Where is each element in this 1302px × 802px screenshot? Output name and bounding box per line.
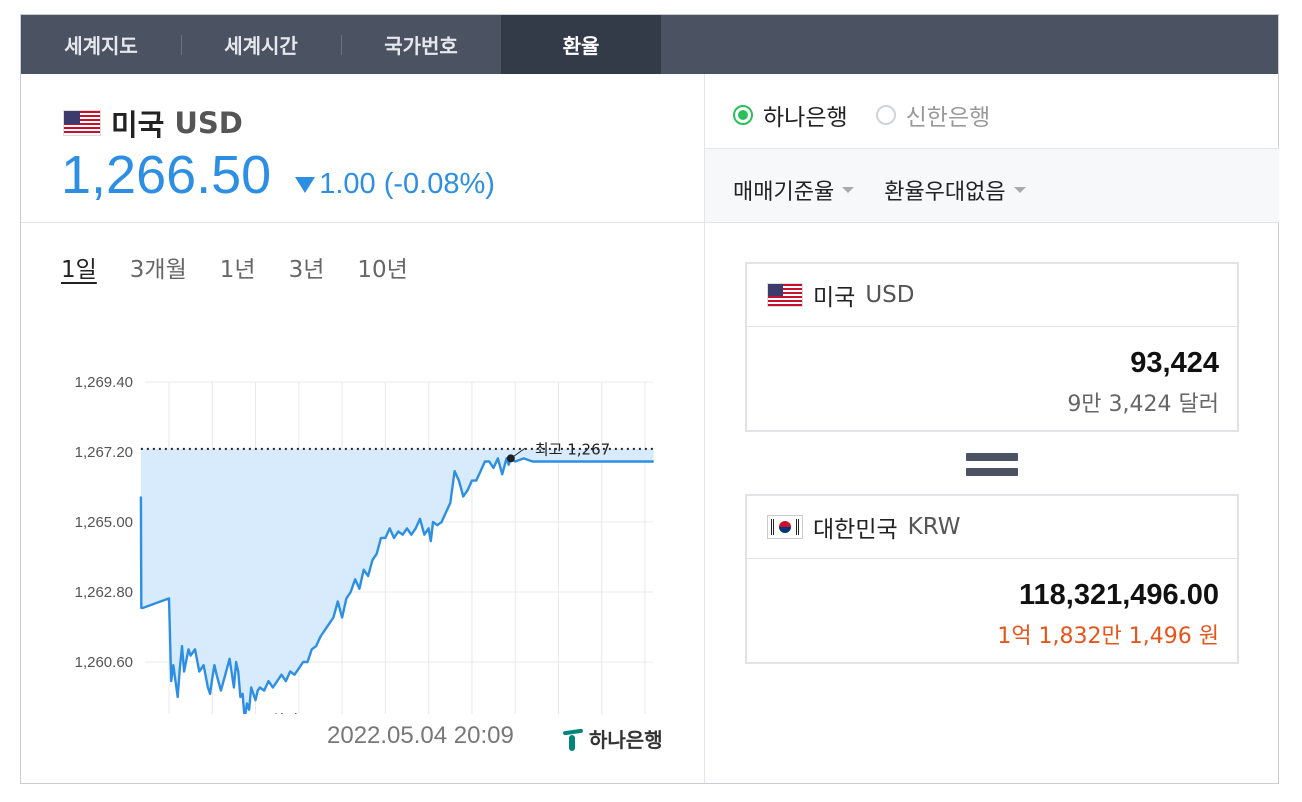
logo-text: 하나은행 <box>589 728 663 752</box>
area-fill <box>140 448 654 714</box>
high-leader <box>510 447 526 459</box>
to-currency-header[interactable]: 대한민국 KRW <box>747 496 1237 559</box>
equals-icon <box>966 453 1018 483</box>
low-annotation: 최저 1,258.8 <box>271 711 361 714</box>
radio-checked-icon[interactable] <box>733 105 753 125</box>
from-currency-header[interactable]: 미국 USD <box>747 264 1237 327</box>
exchange-rate-widget: 세계지도 세계시간 국가번호 환율 미국 USD 1,266.50 1.00 (… <box>20 14 1279 784</box>
us-flag-icon <box>63 110 101 136</box>
timestamp: 2022.05.04 20:09 <box>327 722 514 749</box>
period-1d[interactable]: 1일 <box>61 257 97 283</box>
y-tick-label: 1,262.80 <box>75 584 133 601</box>
to-currency-box: 대한민국 KRW 1억 1,832만 1,496 원 <box>745 494 1239 664</box>
us-flag-icon <box>767 283 803 307</box>
y-tick-label: 1,269.40 <box>75 374 133 391</box>
from-country: 미국 <box>813 285 856 311</box>
from-currency-box: 미국 USD 9만 3,424 달러 <box>745 262 1239 432</box>
currency-header: 미국 USD <box>63 102 243 144</box>
tab-exchange-rate[interactable]: 환율 <box>501 15 661 74</box>
period-3y[interactable]: 3년 <box>288 257 325 283</box>
divider <box>21 222 704 223</box>
y-tick-label: 1,267.20 <box>75 444 133 461</box>
rate-chart: 1,269.40 1,267.20 1,265.00 1,262.80 1,260.60… <box>75 374 654 714</box>
tab-country-code[interactable]: 국가번호 <box>341 15 501 74</box>
divider <box>705 148 1279 149</box>
hana-bank-logo: 하나은행 <box>561 724 663 753</box>
rate-options: 매매기준율 환율우대없음 <box>733 174 1026 206</box>
to-country: 대한민국 <box>813 517 898 543</box>
rate-row: 1,266.50 1.00 (-0.08%) <box>61 144 495 206</box>
to-amount-text: 1억 1,832만 1,496 원 <box>997 624 1219 649</box>
high-annotation: 최고 1,267 <box>535 440 610 458</box>
to-amount-input[interactable] <box>747 579 1219 612</box>
from-code: USD <box>865 282 915 308</box>
high-marker <box>506 454 515 463</box>
rate-type-dropdown[interactable]: 매매기준율 <box>733 174 855 206</box>
radio-unchecked-icon[interactable] <box>875 105 896 125</box>
bank-option-shinhan[interactable]: 신한은행 <box>875 98 991 132</box>
from-amount-input[interactable] <box>747 347 1219 380</box>
rate-change-value: 1.00 (-0.08%) <box>319 168 495 200</box>
period-1y[interactable]: 1년 <box>219 257 256 283</box>
tab-world-time[interactable]: 세계시간 <box>181 15 341 74</box>
currency-code: USD <box>174 106 243 140</box>
kr-flag-icon <box>767 515 803 539</box>
bank-selector: 하나은행 신한은행 <box>733 98 990 132</box>
dropdown-label: 환율우대없음 <box>884 180 1006 205</box>
tab-world-map[interactable]: 세계지도 <box>64 34 138 58</box>
period-3m[interactable]: 3개월 <box>129 257 187 283</box>
options-row <box>705 149 1279 222</box>
y-tick-label: 1,260.60 <box>75 654 133 671</box>
caret-down-icon <box>1013 187 1026 193</box>
rate-panel: 미국 USD 1,266.50 1.00 (-0.08%) 1일 3개월 1년 … <box>21 74 704 783</box>
dropdown-label: 매매기준율 <box>733 180 835 205</box>
currency-country: 미국 <box>111 108 165 142</box>
rate-line <box>139 457 654 714</box>
hana-logo-icon <box>561 726 585 752</box>
tab-bar: 세계지도 세계시간 국가번호 환율 <box>21 15 1278 74</box>
from-amount-area: 9만 3,424 달러 <box>747 327 1237 418</box>
from-amount-text: 9만 3,424 달러 <box>1067 392 1219 417</box>
bank-label: 신한은행 <box>905 105 991 131</box>
to-code: KRW <box>907 514 961 540</box>
current-rate: 1,266.50 <box>61 145 272 205</box>
bank-label: 하나은행 <box>763 105 848 131</box>
y-tick-label: 1,265.00 <box>75 514 133 531</box>
period-10y[interactable]: 10년 <box>357 257 408 283</box>
bank-option-hana[interactable]: 하나은행 <box>733 98 848 132</box>
caret-down-icon <box>842 187 855 193</box>
converter-panel: 하나은행 신한은행 매매기준율 환율우대없음 미국 USD <box>704 74 1279 783</box>
down-arrow-icon <box>295 177 316 193</box>
to-amount-area: 1억 1,832만 1,496 원 <box>747 559 1237 650</box>
discount-dropdown[interactable]: 환율우대없음 <box>884 174 1026 206</box>
divider <box>705 222 1279 223</box>
rate-change: 1.00 (-0.08%) <box>295 168 495 201</box>
period-selector: 1일 3개월 1년 3년 10년 <box>61 250 408 284</box>
